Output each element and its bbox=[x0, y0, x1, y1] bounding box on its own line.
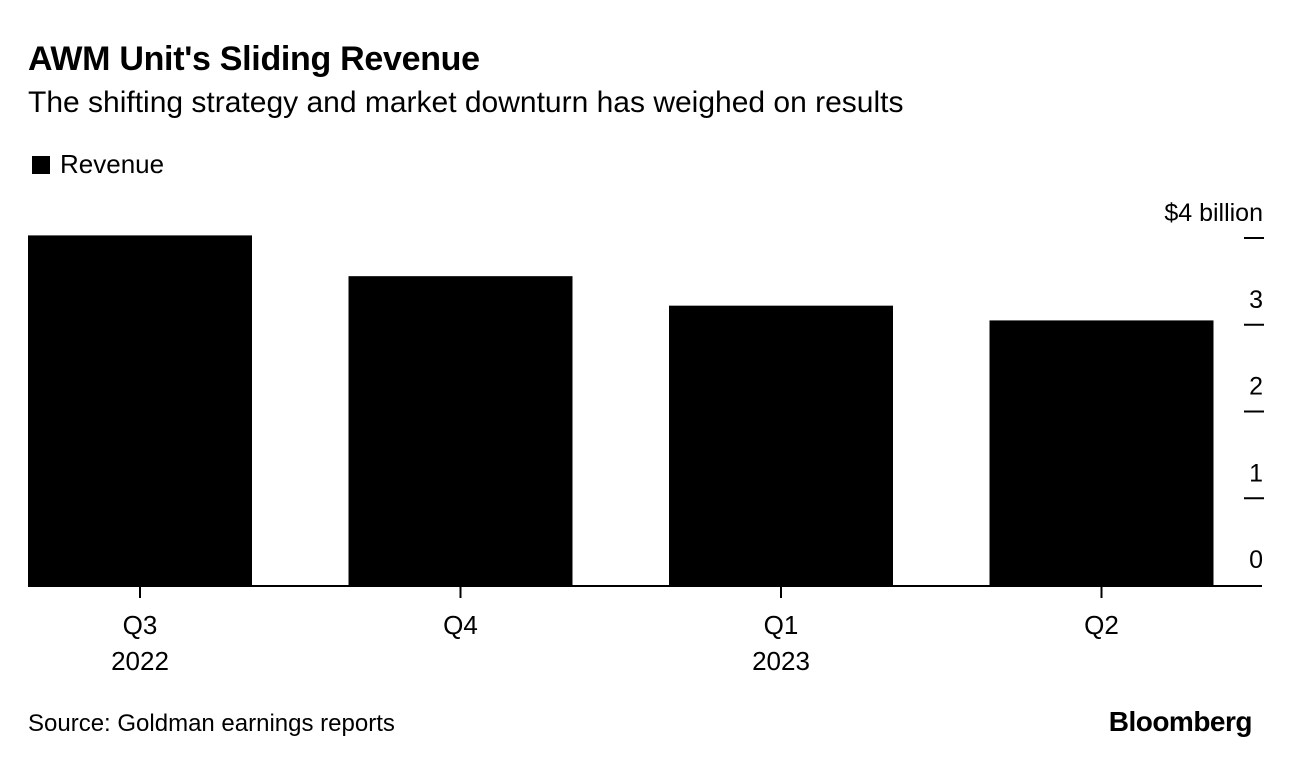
x-tick-label-q1: Q1 bbox=[764, 610, 799, 640]
x-year-label-2023: 2023 bbox=[752, 646, 810, 676]
bar-q3-2022 bbox=[28, 235, 252, 585]
x-tick-label-q3: Q3 bbox=[123, 610, 158, 640]
y-tick-label-0: 0 bbox=[1249, 546, 1263, 574]
legend-swatch-revenue bbox=[32, 155, 50, 174]
y-tick-label-4: $4 billion bbox=[1164, 199, 1263, 227]
x-tick-label-q4: Q4 bbox=[443, 610, 478, 640]
source-note: Source: Goldman earnings reports bbox=[28, 710, 395, 737]
legend: Revenue bbox=[32, 149, 164, 180]
bar-q4-2022 bbox=[348, 276, 573, 585]
x-year-label-2022: 2022 bbox=[111, 646, 169, 676]
y-tick-label-3: 3 bbox=[1249, 286, 1263, 314]
chart-title: AWM Unit's Sliding Revenue bbox=[28, 40, 480, 78]
bar-q2-2023 bbox=[989, 320, 1214, 585]
bars-layer bbox=[28, 235, 1214, 585]
legend-label-revenue: Revenue bbox=[60, 149, 165, 179]
y-tick-label-2: 2 bbox=[1249, 373, 1263, 401]
x-tick-label-q2: Q2 bbox=[1084, 610, 1119, 640]
bar-q1-2023 bbox=[669, 305, 893, 585]
chart-subtitle: The shifting strategy and market downtur… bbox=[28, 86, 904, 119]
y-axis: 0 1 2 3 $4 billion bbox=[1164, 199, 1264, 574]
y-tick-label-1: 1 bbox=[1249, 459, 1263, 487]
bloomberg-logo: Bloomberg bbox=[1108, 706, 1253, 737]
x-axis: Q3 2022 Q4 Q1 2023 Q2 bbox=[111, 586, 1119, 676]
